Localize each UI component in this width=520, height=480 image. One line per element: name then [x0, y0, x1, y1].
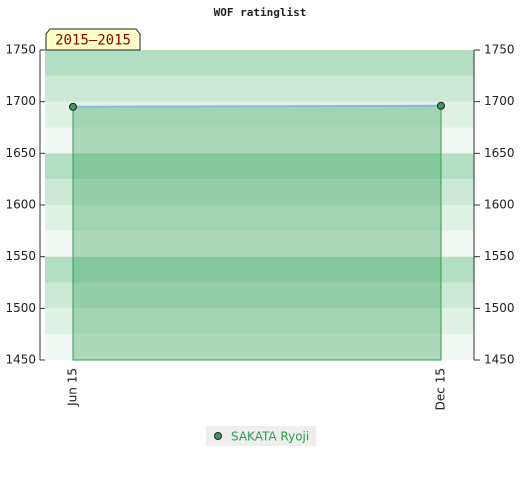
band [45, 205, 474, 231]
band [45, 334, 474, 360]
y-tick-label: 1600 [5, 198, 36, 212]
y-tick-label: 1650 [5, 146, 36, 160]
y2-tick-label: 1650 [484, 146, 515, 160]
legend-label: SAKATA Ryoji [231, 430, 309, 444]
band [45, 256, 474, 283]
y2-tick-label: 1450 [484, 353, 515, 367]
band [45, 127, 474, 154]
y2-tick-label: 1500 [484, 301, 515, 315]
band [45, 75, 474, 102]
band [45, 282, 474, 309]
y-tick-label: 1500 [5, 301, 36, 315]
annotation-box [45, 28, 141, 51]
line [72, 104, 442, 108]
y2-tick-label: 1700 [484, 94, 515, 108]
y2-tick-label: 1750 [484, 43, 515, 57]
band [45, 179, 474, 205]
point [437, 101, 445, 110]
x-tick-label: Dec 15 [434, 368, 448, 410]
y-tick-label: 1450 [5, 353, 36, 367]
band [45, 153, 474, 180]
y2-tick-label: 1550 [484, 249, 515, 263]
y-tick-label: 1550 [5, 249, 36, 263]
legend-marker [214, 432, 222, 440]
y-tick-label: 1750 [5, 43, 36, 57]
band [45, 50, 474, 76]
legend-box [206, 426, 316, 446]
point [69, 102, 77, 111]
y-tick-label: 1700 [5, 94, 36, 108]
x-tick-label: Jun 15 [66, 368, 80, 407]
y2-tick-label: 1600 [484, 198, 515, 212]
annotation: 2015–2015 [55, 33, 131, 49]
chart-title: WOF ratinglist [214, 6, 307, 19]
band [45, 308, 474, 335]
area [72, 105, 442, 361]
band [45, 230, 474, 257]
